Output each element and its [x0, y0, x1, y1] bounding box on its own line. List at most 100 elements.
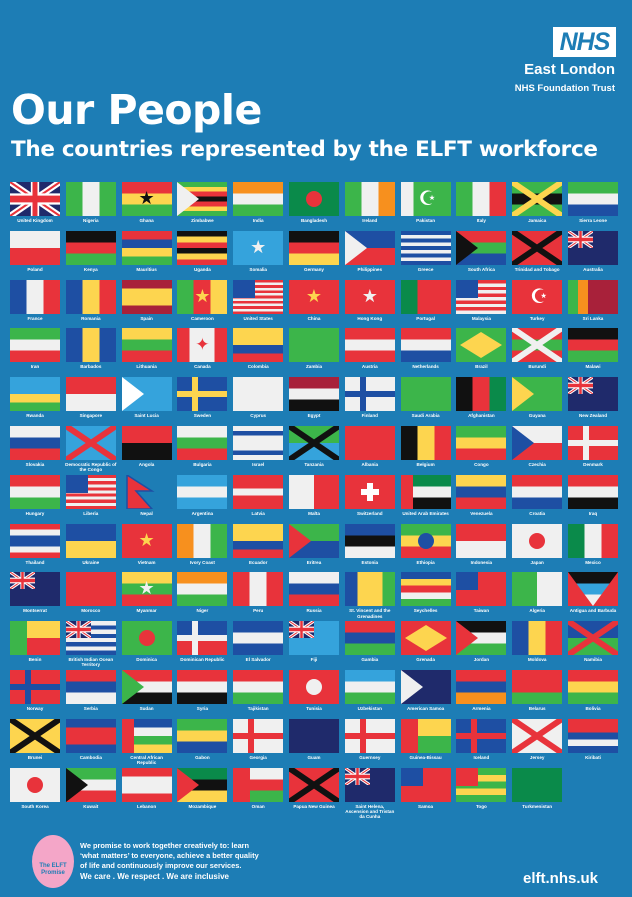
flag-image [65, 474, 116, 509]
flag-item: Greece [400, 230, 452, 272]
country-label: Israel [252, 462, 265, 467]
flag-emblem [65, 767, 88, 802]
country-label: Tajikistan [247, 706, 269, 711]
page-subtitle: The countries represented by the ELFT wo… [11, 137, 598, 162]
country-label: Ghana [139, 218, 154, 223]
flag-image [400, 230, 451, 265]
country-label: Hungary [25, 510, 45, 516]
flag-item: United Arab Emirates [400, 474, 452, 516]
country-label: Estonia [361, 559, 379, 565]
flag-item: New Zealand [567, 377, 619, 418]
flag-item: Poland [9, 230, 61, 272]
country-label: Georgia [249, 754, 267, 760]
flag-emblem [529, 532, 546, 549]
flag-item: Kuwait [65, 767, 117, 809]
country-label: Greece [417, 266, 434, 272]
country-label: Algeria [529, 608, 545, 614]
country-label: Bulgaria [193, 462, 212, 467]
country-label: Nigeria [83, 218, 99, 223]
country-label: Sudan [139, 706, 154, 711]
flag-image [512, 182, 563, 216]
country-label: China [307, 315, 321, 321]
flag-item: Japan [511, 523, 563, 565]
flag-image [344, 718, 395, 753]
flag-image [10, 718, 60, 753]
country-label: Ethiopia [416, 559, 435, 565]
country-label: El Salvador [245, 657, 271, 663]
flag-image [456, 474, 507, 509]
flag-item: Tunisia [288, 670, 340, 711]
country-label: St. Vincent and the Grenadines [349, 608, 391, 619]
flag-image: ☪ [512, 279, 563, 314]
flag-image [177, 670, 228, 704]
website-link[interactable]: elft.nhs.uk [523, 870, 599, 887]
flag-item: Colombia [232, 328, 284, 369]
flag-item: Hungary [9, 474, 61, 516]
flag-image [10, 230, 60, 265]
flag-item: Liberia [65, 474, 117, 516]
promise-text: We promise to work together creatively t… [80, 841, 259, 870]
flag-emblem: ★ [138, 529, 155, 551]
flag-emblem [512, 426, 535, 460]
flag-emblem [10, 621, 27, 656]
flag-item: Guinea-Bissau [400, 718, 452, 760]
flag-image [512, 670, 563, 704]
flag-emblem [417, 532, 434, 549]
flag-emblem [233, 767, 251, 802]
flag-emblem [177, 767, 200, 802]
flag-emblem [289, 523, 311, 558]
flag-image [10, 767, 60, 802]
country-label: Germany [304, 266, 324, 272]
flag-image [10, 474, 60, 509]
flag-image [233, 182, 284, 216]
flag-item: Austria [344, 328, 396, 369]
flag-image [568, 328, 618, 363]
flag-image [344, 474, 395, 509]
flag-image [233, 523, 284, 558]
flag-item: Barbados [65, 328, 117, 369]
org-name: East London [524, 61, 615, 78]
flag-item: Sri Lanka [567, 279, 619, 321]
country-label: Myanmar [136, 608, 157, 614]
flag-image [568, 670, 618, 704]
flag-item: Trinidad and Tobago [511, 230, 563, 272]
flag-item: American Samoa [400, 670, 452, 711]
flag-emblem [289, 426, 339, 460]
flag-item: ★ Hong Kong [344, 279, 396, 321]
flag-image [177, 767, 228, 802]
flag-emblem [289, 767, 339, 802]
flag-item: Oman [232, 767, 284, 809]
flag-item: Mauritius [121, 230, 173, 272]
flag-item: Israel [232, 426, 284, 467]
flag-image [568, 230, 618, 265]
flag-emblem [121, 377, 144, 412]
country-label: Spain [140, 315, 153, 321]
country-label: Japan [530, 559, 544, 565]
flag-image [65, 426, 116, 460]
country-label: Italy [476, 218, 486, 223]
country-label: Venezuela [470, 510, 493, 516]
flag-image: ✦ [177, 328, 228, 363]
flag-image [400, 621, 451, 656]
flag-item: Niger [176, 572, 228, 613]
flag-item: Albania [344, 426, 396, 467]
flag-item: ★ Vietnam [121, 523, 173, 565]
flag-item: Ireland [344, 182, 396, 223]
flag-item: Gambia [344, 621, 396, 662]
flag-image [568, 377, 618, 412]
country-label: Ivory Coast [189, 559, 215, 565]
flag-emblem: ✦ [195, 335, 210, 356]
country-label: Iraq [588, 510, 598, 516]
flag-item: ★ Ghana [121, 182, 173, 223]
country-label: Cyprus [250, 413, 267, 419]
flag-emblem [344, 718, 395, 753]
flag-item: Argentina [176, 474, 228, 516]
flag-emblem [121, 718, 134, 753]
flag-emblem [344, 377, 395, 412]
country-label: Montserrat [23, 608, 47, 614]
country-label: Morocco [81, 608, 101, 614]
country-label: Pakistan [416, 218, 436, 223]
flag-item: Afghanistan [455, 377, 507, 418]
flag-item: Namibia [567, 621, 619, 662]
flag-image [512, 718, 563, 753]
